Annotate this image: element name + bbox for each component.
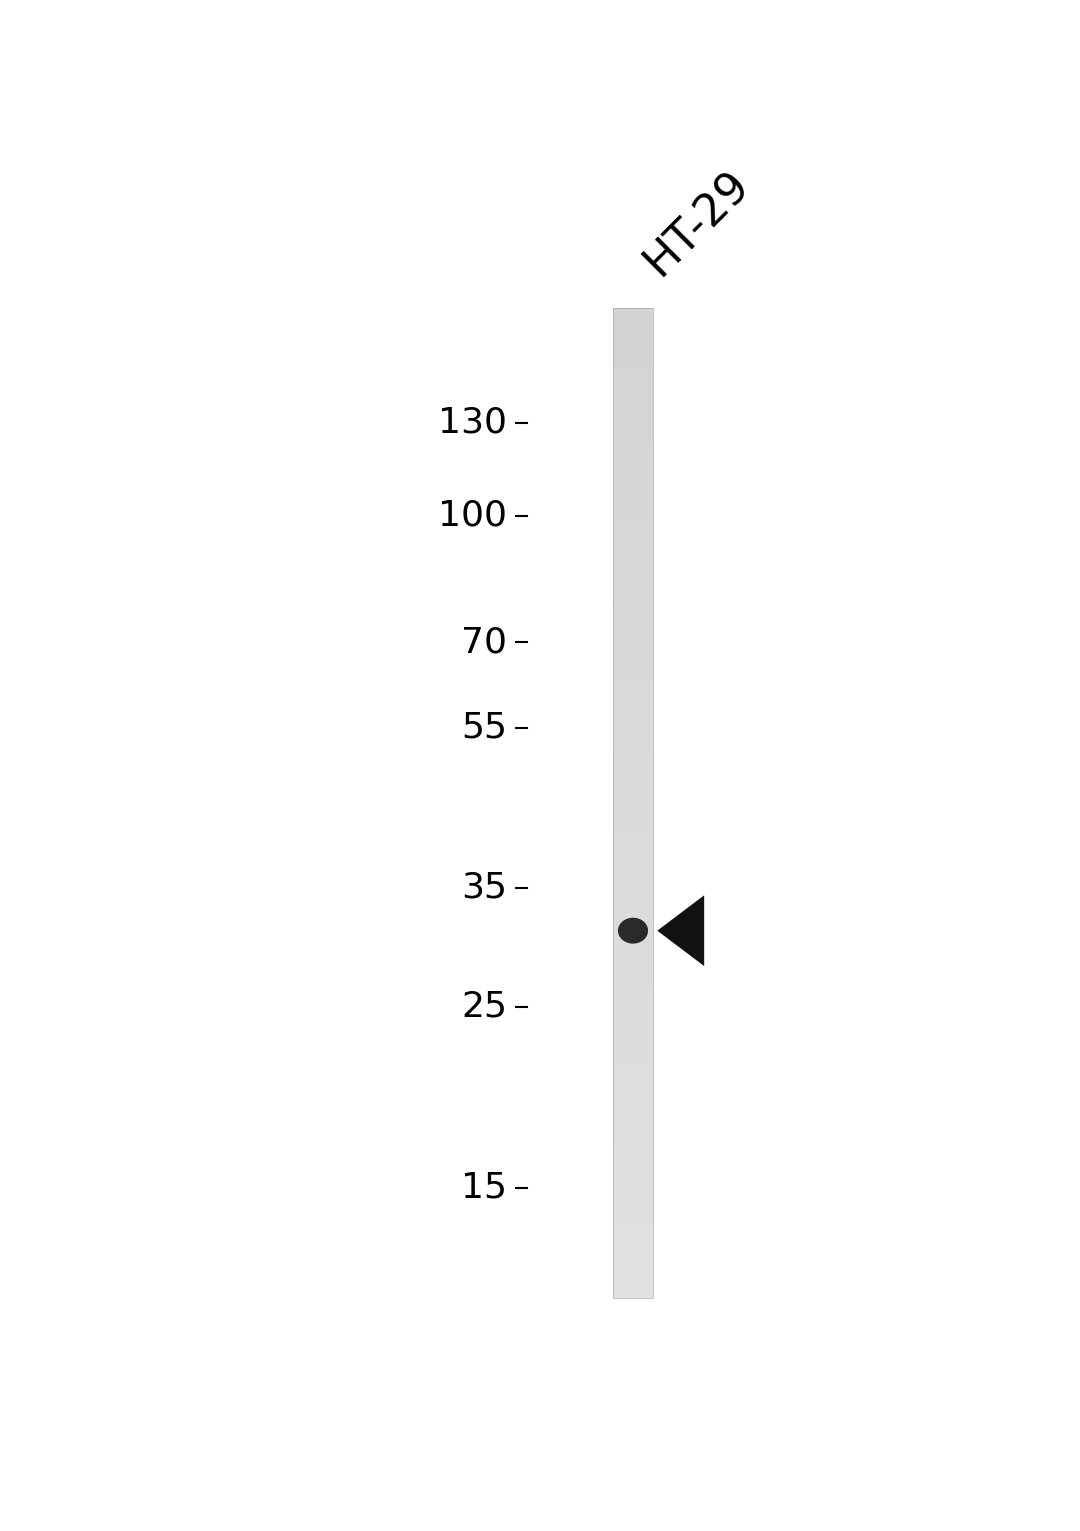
Bar <box>613 678 653 690</box>
Bar <box>613 517 653 530</box>
Bar <box>613 568 653 580</box>
Bar <box>613 629 653 641</box>
Text: 130: 130 <box>438 406 508 439</box>
Bar <box>613 1150 653 1162</box>
Bar <box>613 468 653 481</box>
Bar <box>613 592 653 605</box>
Bar <box>613 963 653 975</box>
Bar <box>613 827 653 841</box>
Bar <box>613 308 653 320</box>
Text: 70: 70 <box>461 625 508 660</box>
Bar <box>613 1187 653 1199</box>
Bar <box>613 853 653 865</box>
Bar <box>613 320 653 332</box>
Bar <box>613 690 653 704</box>
Bar <box>613 580 653 592</box>
Bar <box>613 841 653 853</box>
Bar <box>613 1099 653 1112</box>
Text: 35: 35 <box>461 871 508 905</box>
Bar <box>613 654 653 666</box>
Bar <box>613 481 653 493</box>
Bar <box>613 814 653 827</box>
Bar <box>613 877 653 890</box>
Bar <box>613 308 653 1298</box>
Bar <box>613 666 653 678</box>
Bar <box>613 1087 653 1099</box>
Text: 55: 55 <box>461 710 508 744</box>
Bar <box>613 1026 653 1038</box>
Bar <box>613 926 653 939</box>
Bar <box>613 530 653 542</box>
Bar <box>613 1001 653 1014</box>
Bar <box>613 407 653 419</box>
Bar <box>613 381 653 393</box>
Bar <box>613 790 653 802</box>
Bar <box>613 369 653 381</box>
Text: 25: 25 <box>461 991 508 1024</box>
Bar <box>613 890 653 902</box>
Bar <box>613 902 653 914</box>
Bar <box>613 357 653 369</box>
Bar <box>613 1199 653 1211</box>
Bar <box>613 741 653 753</box>
Bar <box>613 1236 653 1248</box>
Bar <box>613 951 653 963</box>
Ellipse shape <box>618 917 648 943</box>
Bar <box>613 505 653 517</box>
Bar <box>613 975 653 989</box>
Bar <box>613 717 653 729</box>
Bar <box>613 766 653 778</box>
Bar <box>613 332 653 344</box>
Bar <box>613 802 653 814</box>
Bar <box>613 542 653 556</box>
Bar <box>613 456 653 468</box>
Bar <box>613 914 653 926</box>
Bar <box>613 1248 653 1260</box>
Text: HT-29: HT-29 <box>636 162 758 283</box>
Bar <box>613 865 653 877</box>
Text: 15: 15 <box>461 1171 508 1205</box>
Bar <box>613 1038 653 1050</box>
Bar <box>613 1014 653 1026</box>
Bar <box>613 344 653 357</box>
Bar <box>613 444 653 456</box>
Bar <box>613 617 653 629</box>
Bar <box>613 556 653 568</box>
Polygon shape <box>658 896 704 966</box>
Bar <box>613 419 653 432</box>
Bar <box>613 1124 653 1138</box>
Bar <box>613 432 653 444</box>
Bar <box>613 1050 653 1063</box>
Bar <box>613 1223 653 1236</box>
Bar <box>613 1211 653 1223</box>
Bar <box>613 1272 653 1286</box>
Bar <box>613 1162 653 1174</box>
Bar <box>613 989 653 1001</box>
Bar <box>613 778 653 790</box>
Bar <box>613 753 653 766</box>
Bar <box>613 641 653 654</box>
Bar <box>613 393 653 407</box>
Bar <box>613 493 653 505</box>
Bar <box>613 704 653 717</box>
Bar <box>613 1112 653 1124</box>
Bar <box>613 1063 653 1075</box>
Bar <box>613 1075 653 1087</box>
Bar <box>613 939 653 951</box>
Bar <box>613 1174 653 1187</box>
Text: 100: 100 <box>438 499 508 533</box>
Bar <box>613 1138 653 1150</box>
Bar <box>613 605 653 617</box>
Bar <box>613 1286 653 1298</box>
Bar <box>613 729 653 741</box>
Bar <box>613 1260 653 1272</box>
